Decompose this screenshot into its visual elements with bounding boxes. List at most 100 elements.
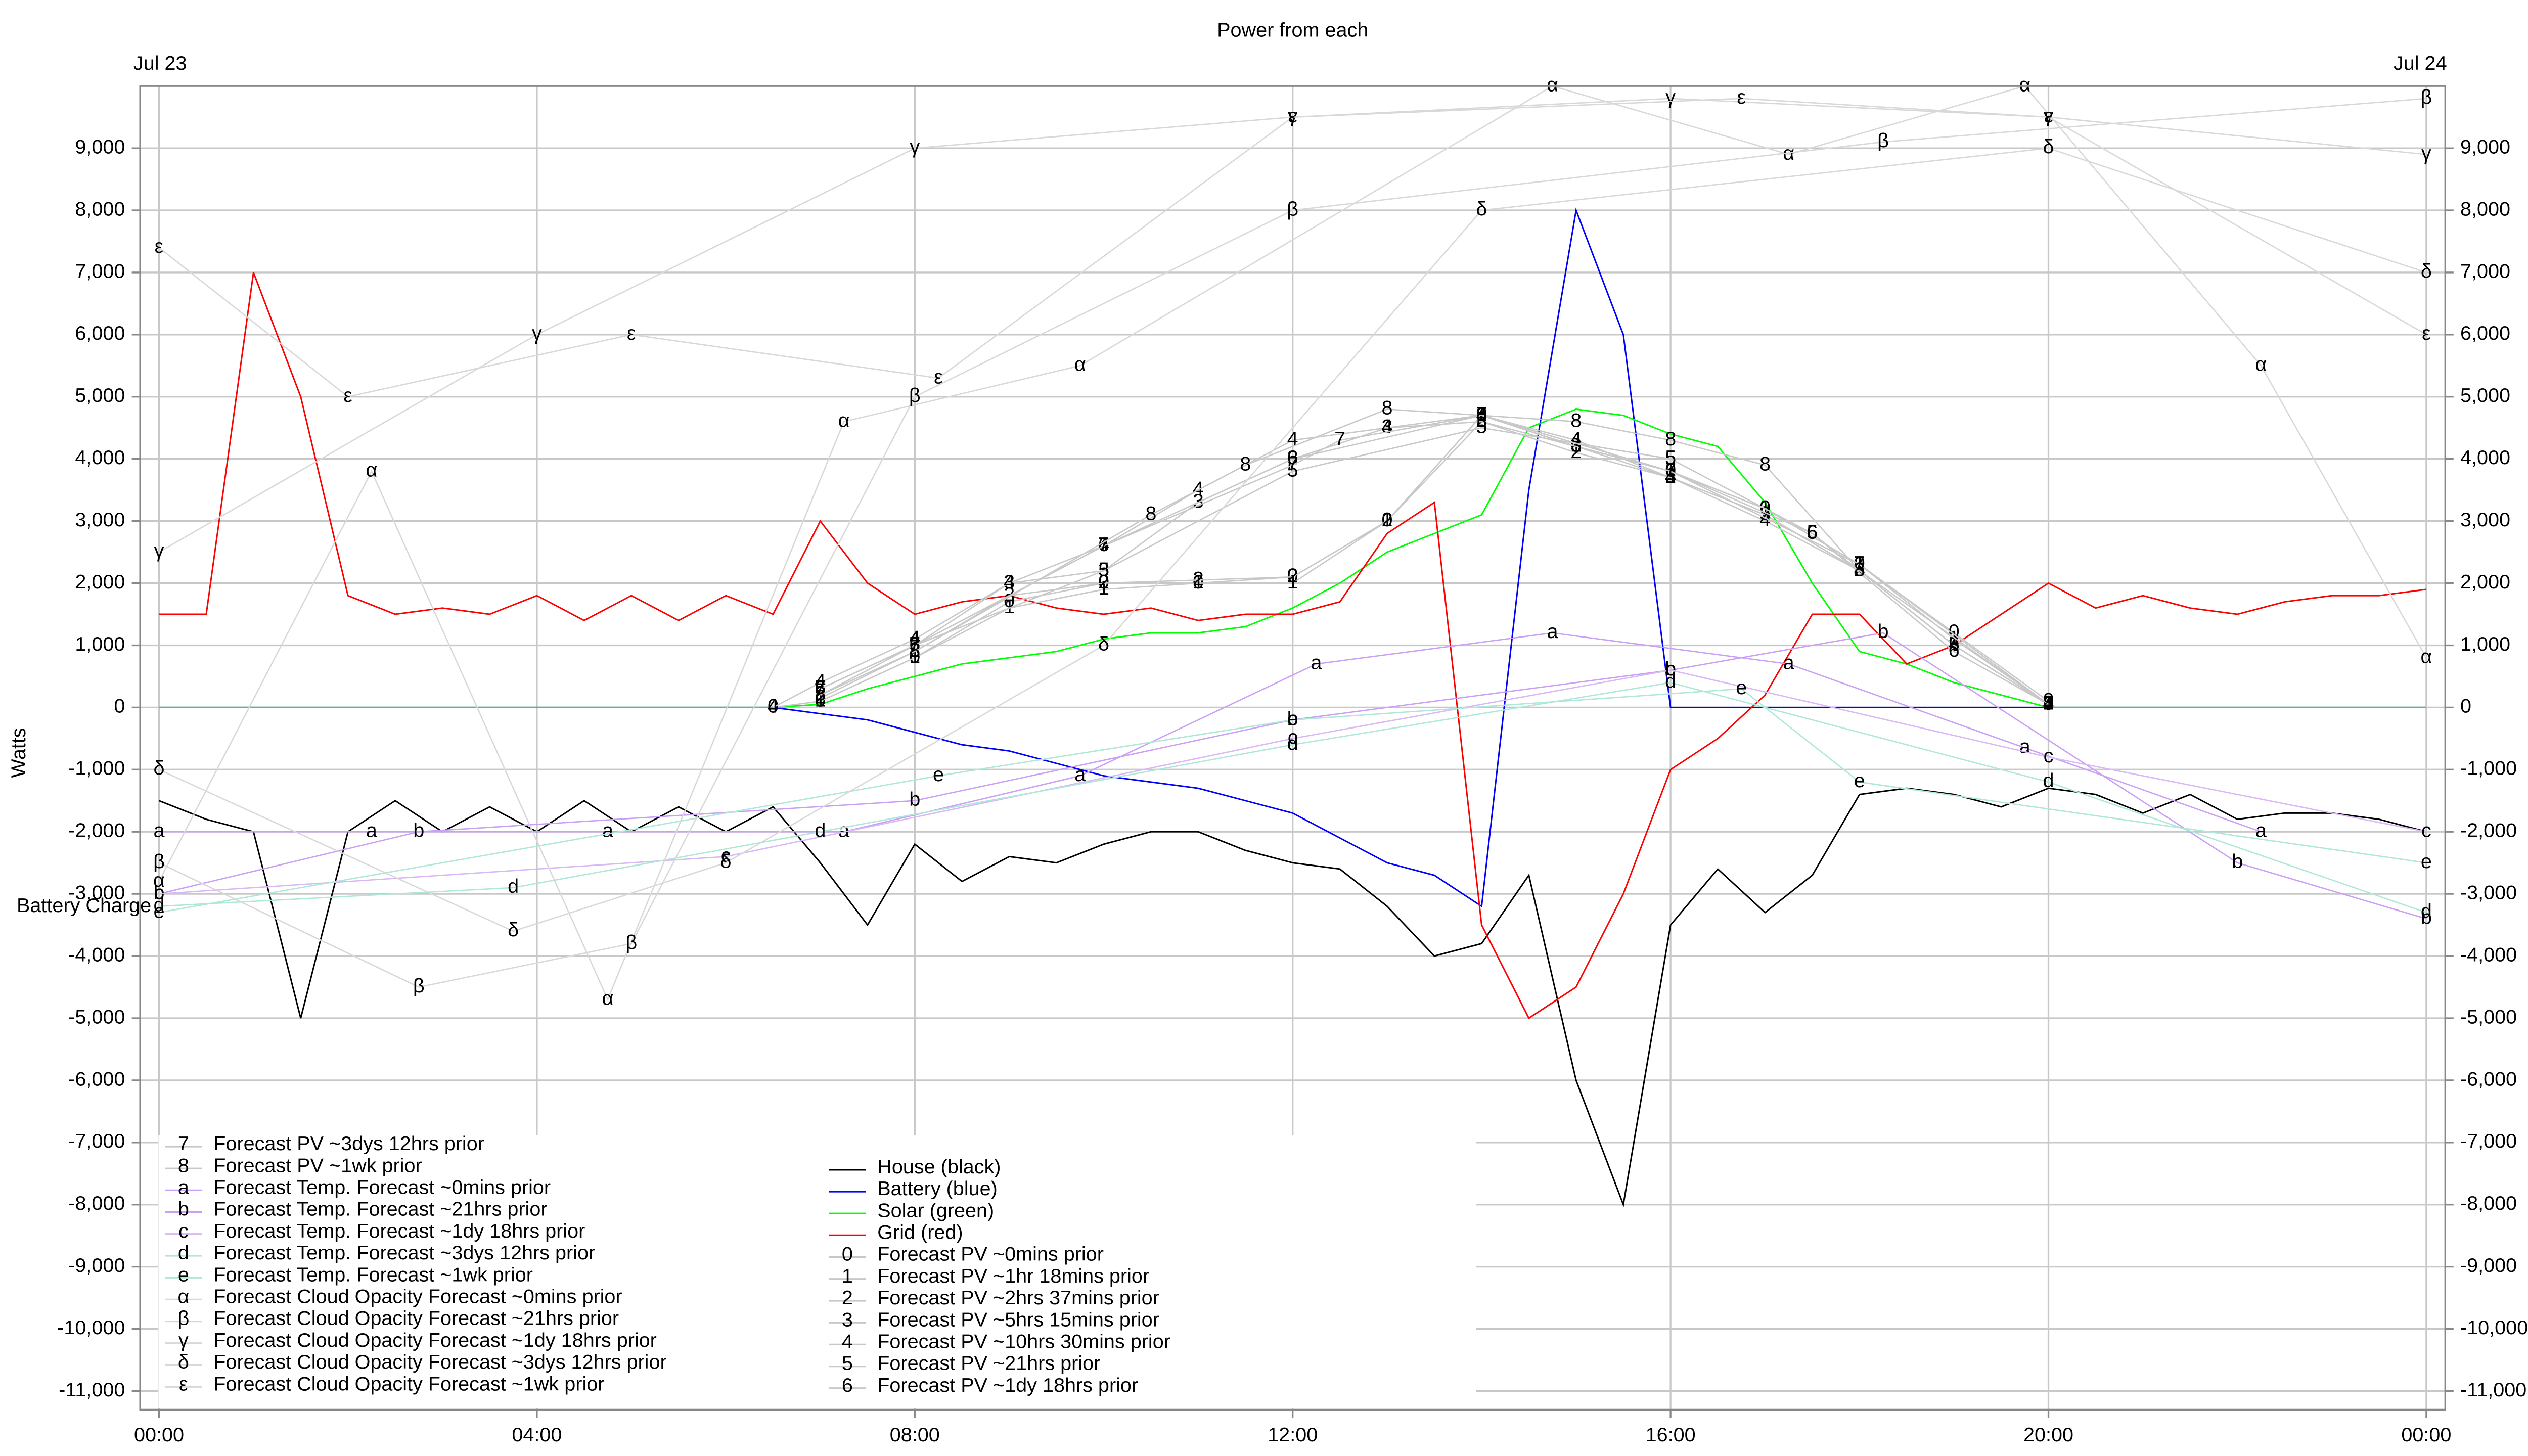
y-tick-label: -4,000 <box>68 944 125 966</box>
y2-tick-label: -9,000 <box>2460 1254 2517 1277</box>
series-marker: 0 <box>1476 403 1487 425</box>
series-marker: 8 <box>1145 503 1156 525</box>
legend-label: Grid (red) <box>877 1221 963 1244</box>
series-marker: 0 <box>2043 689 2054 711</box>
series-marker: ε <box>934 366 943 388</box>
legend-label: Forecast Temp. Forecast ~1dy 18hrs prior <box>213 1220 585 1242</box>
y-tick-label: 2,000 <box>75 571 125 593</box>
y-tick-label: 9,000 <box>75 136 125 158</box>
series-marker: δ <box>508 919 519 941</box>
series-marker: 8 <box>1240 453 1251 475</box>
y2-tick-label: 7,000 <box>2460 260 2510 282</box>
series-marker: 8 <box>1759 453 1771 475</box>
series-line <box>159 632 2427 920</box>
series-marker: β <box>413 975 425 997</box>
legend-marker: β <box>177 1307 189 1330</box>
series-marker: ε <box>2044 105 2053 127</box>
series-marker: 4 <box>1287 428 1298 450</box>
y2-tick-label: 0 <box>2460 695 2471 717</box>
legend-label: Forecast Temp. Forecast ~21hrs prior <box>213 1198 547 1220</box>
legend-marker: b <box>178 1198 189 1220</box>
series-marker: 5 <box>1287 459 1298 481</box>
series-marker: 7 <box>1098 533 1109 556</box>
series-marker: 5 <box>1476 416 1487 438</box>
y2-tick-label: 4,000 <box>2460 446 2510 469</box>
legend-marker: 3 <box>842 1308 853 1331</box>
legend-marker: 5 <box>842 1352 853 1375</box>
series-marker: 1 <box>1193 571 1204 593</box>
series-marker: β <box>1877 129 1889 152</box>
series-marker: 2 <box>1382 509 1393 531</box>
series-marker: a <box>1547 620 1558 643</box>
y-tick-label: 3,000 <box>75 509 125 531</box>
series-marker: ε <box>627 322 636 344</box>
series-marker: a <box>1074 763 1086 786</box>
series-marker: b <box>1287 707 1298 730</box>
legend-label: Forecast Cloud Opacity Forecast ~1wk pri… <box>213 1373 604 1395</box>
series-marker: b <box>1878 620 1889 643</box>
series-marker: β <box>2421 86 2432 108</box>
y-tick-label: -1,000 <box>68 757 125 780</box>
series-line <box>773 415 2049 708</box>
series-marker: α <box>2420 646 2432 668</box>
series-marker: 5 <box>1098 558 1109 580</box>
y2-tick-label: 5,000 <box>2460 384 2510 406</box>
series-marker: 3 <box>1004 571 1015 593</box>
series-marker: ε <box>1737 86 1746 108</box>
series-line <box>159 408 2426 708</box>
legend: House (black)Battery (blue)Solar (green)… <box>165 1132 1170 1396</box>
legend-marker: c <box>178 1220 189 1242</box>
legend-marker: 1 <box>842 1265 853 1287</box>
series-marker: γ <box>1288 105 1298 127</box>
series-marker: γ <box>910 136 920 158</box>
y-tick-label: 6,000 <box>75 322 125 344</box>
series-marker: 8 <box>1382 397 1393 419</box>
legend-marker: 7 <box>178 1132 189 1155</box>
plot-frame <box>139 85 2446 1410</box>
series-marker: 6 <box>1807 521 1818 543</box>
y2-tick-label: -5,000 <box>2460 1006 2517 1028</box>
series-marker: 2 <box>1004 583 1015 606</box>
series-marker: 7 <box>1476 403 1487 425</box>
legend-label: Forecast Cloud Opacity Forecast ~21hrs p… <box>213 1307 619 1330</box>
series-marker: 1 <box>909 646 920 668</box>
series-marker: 8 <box>1854 558 1865 580</box>
legend-label: Forecast Cloud Opacity Forecast ~0mins p… <box>213 1286 622 1308</box>
series-marker: a <box>2019 736 2030 758</box>
y2-tick-label: -4,000 <box>2460 944 2517 966</box>
series-line <box>820 415 2049 705</box>
annotation: Battery Charge <box>17 894 151 917</box>
series-marker: δ <box>1476 198 1487 220</box>
series-marker: δ <box>2421 260 2432 282</box>
legend-label: House (black) <box>877 1156 1001 1178</box>
y-tick-label: -8,000 <box>68 1192 125 1214</box>
series-marker: a <box>1311 652 1322 674</box>
date-start: Jul 23 <box>133 52 187 74</box>
y-tick-label: 8,000 <box>75 198 125 220</box>
series-marker: ε <box>1288 105 1297 127</box>
series-marker: d <box>1287 733 1298 755</box>
y2-tick-label: -11,000 <box>2460 1379 2526 1401</box>
series-marker: 0 <box>909 646 920 668</box>
series-marker: 0 <box>768 695 779 717</box>
series-marker: a <box>602 820 613 842</box>
legend-label: Solar (green) <box>877 1199 994 1221</box>
y-tick-label: -7,000 <box>68 1130 125 1152</box>
y2-tick-label: 2,000 <box>2460 571 2510 593</box>
series-marker: δ <box>1098 633 1109 655</box>
legend-label: Forecast PV ~1wk prior <box>213 1154 422 1176</box>
series-marker: 1 <box>1287 571 1298 593</box>
series-marker: 6 <box>1665 459 1676 481</box>
series-marker: β <box>909 384 921 406</box>
y-tick-label: -10,000 <box>57 1316 125 1339</box>
series-marker: 6 <box>1949 639 1960 661</box>
legend-label: Forecast Temp. Forecast ~0mins prior <box>213 1176 551 1199</box>
series-marker: d <box>508 875 519 897</box>
series-marker: ε <box>343 384 352 406</box>
series-marker: a <box>2255 820 2267 842</box>
x-tick-label: 16:00 <box>1646 1424 1696 1446</box>
y-axis-label: Watts <box>8 728 30 778</box>
series-marker: 0 <box>1193 571 1204 593</box>
y-tick-label: 1,000 <box>75 633 125 655</box>
